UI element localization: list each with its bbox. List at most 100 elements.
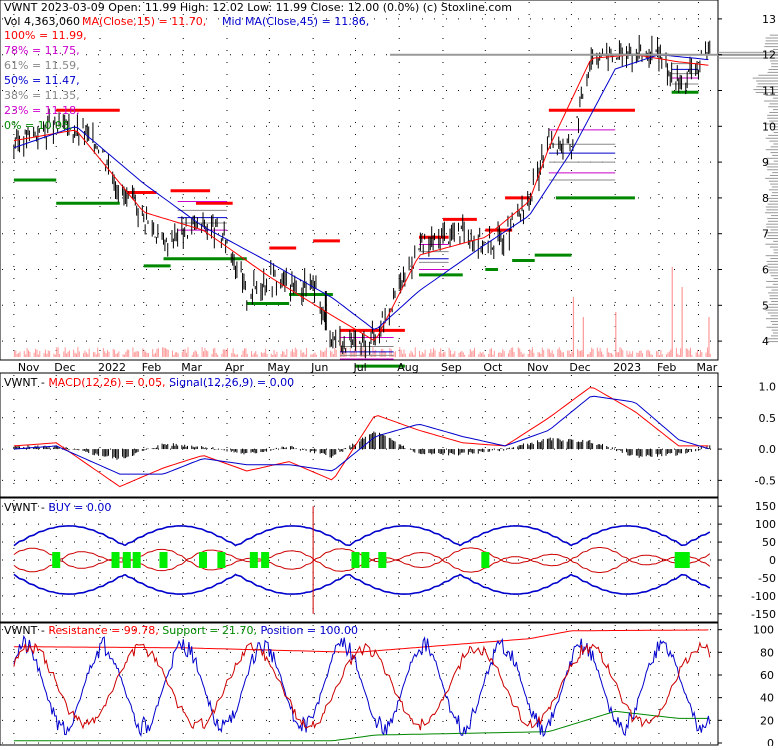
volume-bar	[27, 350, 29, 357]
volume-profile-bar	[769, 120, 778, 122]
volume-bar	[430, 349, 432, 357]
buy-signal	[261, 552, 270, 568]
volume-bar	[629, 351, 631, 357]
volume-profile-bar	[765, 255, 778, 257]
volume-bar	[493, 350, 495, 357]
volume-bar	[596, 347, 598, 357]
volume-bar	[283, 351, 285, 357]
rs-line	[13, 634, 711, 738]
volume-bar	[646, 350, 648, 357]
volume-profile-bar	[764, 306, 778, 308]
volume-profile-bar	[771, 301, 778, 303]
volume-bar	[98, 353, 100, 357]
volume-bar	[162, 347, 164, 357]
volume-bar	[64, 347, 66, 357]
macd-label: VWNT - MACD(12,26) = 0.05, Signal(12,26,…	[4, 376, 294, 389]
volume-profile-bar	[766, 280, 778, 282]
volume-bar	[675, 348, 677, 357]
buy-signal	[249, 552, 258, 568]
volume-bar	[332, 354, 334, 357]
volume-bar	[551, 350, 553, 357]
volume-bar	[697, 350, 699, 357]
volume-profile-bar	[768, 266, 778, 268]
volume-profile-bar	[765, 37, 778, 39]
volume-bar	[296, 349, 298, 357]
macd-y-label: 0.0	[759, 443, 777, 456]
buy-signal	[361, 552, 370, 568]
volume-bar	[481, 353, 483, 357]
volume-bar	[431, 352, 433, 357]
volume-bar	[122, 354, 124, 357]
volume-bar	[282, 351, 284, 357]
price-x-label: Dec	[569, 361, 590, 374]
buy-signals	[52, 552, 690, 568]
volume-profile-bar	[771, 66, 778, 68]
price-x-label: Mar	[696, 361, 717, 374]
volume-bar	[588, 353, 590, 357]
buy-signal	[132, 552, 141, 568]
volume-bar	[92, 352, 94, 357]
volume-bar	[352, 351, 354, 357]
volume-profile-bar	[718, 51, 778, 53]
volume-profile-bar	[770, 60, 778, 62]
volume-bar	[246, 353, 248, 357]
volume-bar	[349, 347, 351, 357]
volume-bar	[571, 351, 573, 357]
buy-y-label: -100	[751, 590, 776, 603]
volume-profile-bar	[767, 169, 778, 171]
volume-bar	[581, 350, 583, 357]
volume-bar	[95, 354, 97, 357]
volume-bar	[502, 349, 504, 357]
header-line: VWNT 2023-03-09 Open: 11.99 High: 12.02 …	[4, 1, 512, 14]
buy-y-label: 50	[762, 536, 776, 549]
fib-label: 61% = 11.59,	[4, 59, 80, 72]
volume-bar	[221, 353, 223, 357]
volume-bar	[68, 350, 70, 357]
volume-bar	[97, 347, 99, 357]
volume-bar	[677, 353, 679, 357]
volume-spike	[708, 317, 710, 357]
volume-profile-bar	[767, 217, 778, 219]
volume-bar	[330, 350, 332, 357]
volume-bar	[379, 351, 381, 357]
price-x-label: 2022	[98, 361, 126, 374]
volume-bar	[548, 349, 550, 357]
volume-bar	[26, 347, 28, 357]
volume-bar	[306, 347, 308, 357]
volume-profile-bar	[767, 312, 778, 314]
volume-bar	[195, 351, 197, 357]
volume-bar	[691, 354, 693, 357]
volume-bar	[256, 354, 258, 357]
volume-bar	[656, 351, 658, 357]
volume-bar	[234, 353, 236, 357]
volume-bar	[471, 351, 473, 357]
macd-y-ticks: 1.0 0.5 0.0 -0.5	[718, 381, 777, 487]
volume-bar	[434, 350, 436, 357]
volume-bar	[204, 348, 206, 357]
price-y-label: 12	[762, 49, 776, 62]
volume-profile-bar	[765, 286, 778, 288]
volume-bar	[260, 352, 262, 357]
volume-bar	[49, 351, 51, 357]
volume-bar	[550, 352, 552, 357]
volume-bar	[191, 354, 193, 357]
volume-bar	[512, 347, 514, 357]
volume-bar	[413, 354, 415, 357]
volume-bar	[115, 353, 117, 357]
volume-bar	[543, 350, 545, 357]
volume-bar	[589, 351, 591, 357]
volume-bar	[601, 351, 603, 357]
volume-bar	[29, 351, 31, 357]
price-y-label: 10	[762, 120, 776, 133]
volume-bar	[608, 352, 610, 357]
volume-profile-bar	[767, 203, 778, 205]
volume-bar	[243, 348, 245, 357]
volume-bar	[650, 354, 652, 357]
volume-profile-bar	[769, 200, 778, 202]
volume-profile-bar	[769, 140, 778, 142]
volume-bar	[459, 351, 461, 357]
volume-bar	[668, 351, 670, 357]
volume-bar	[225, 349, 227, 357]
volume-bar	[410, 350, 412, 357]
volume-profile-bar	[764, 100, 778, 102]
